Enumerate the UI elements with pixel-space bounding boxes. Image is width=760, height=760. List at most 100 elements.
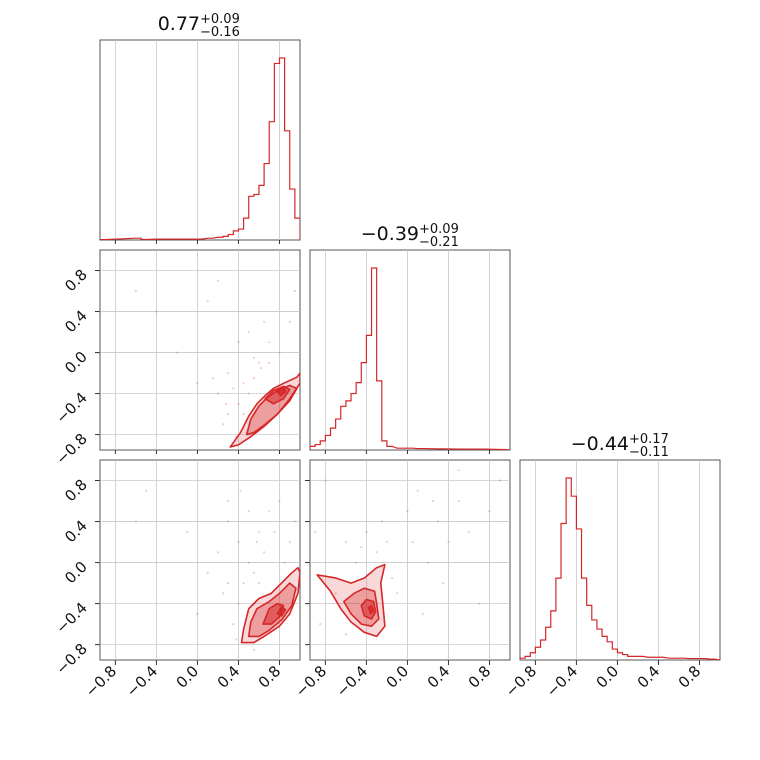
x-tick-label: 0.8 — [465, 662, 495, 692]
x-tick-label: 0.8 — [255, 662, 285, 692]
y-tick-label: 0.8 — [61, 266, 91, 296]
sample-point — [283, 561, 286, 564]
y-tick-label: 0.4 — [61, 307, 91, 337]
sample-point — [263, 551, 266, 554]
grid-lines — [100, 250, 300, 450]
sample-point — [252, 571, 255, 574]
sample-point — [227, 499, 230, 503]
x-tick-label: 0.0 — [593, 662, 623, 692]
x-tick-label: 0.4 — [424, 662, 454, 692]
density-contours — [240, 566, 300, 644]
x-tick-label: 0.0 — [173, 662, 203, 692]
sample-point — [237, 402, 240, 405]
sample-point — [385, 540, 389, 544]
title-plus-p2: +0.17 — [629, 432, 669, 447]
y-tick-label: 0.0 — [61, 558, 91, 588]
sample-point — [478, 602, 481, 605]
sample-point — [206, 571, 209, 574]
sample-point — [232, 623, 235, 626]
density-contour — [262, 602, 285, 625]
density-contour — [316, 563, 386, 638]
title-minus-p2: −0.11 — [629, 445, 669, 460]
sample-point — [421, 612, 424, 615]
sample-point — [227, 581, 230, 585]
panel-frame — [309, 459, 511, 661]
sample-point — [355, 561, 358, 564]
x-tick-label: 0.8 — [675, 662, 705, 692]
grid-lines — [114, 40, 280, 240]
sample-point — [278, 499, 281, 503]
sample-point — [252, 377, 255, 380]
sample-point — [319, 623, 322, 626]
sample-point — [247, 510, 250, 513]
density-contour — [276, 386, 287, 397]
sample-point — [134, 520, 137, 523]
sample-point — [235, 638, 238, 641]
scatter-panel-p0-p1 — [99, 249, 301, 451]
sample-point — [293, 289, 296, 293]
sample-points — [134, 489, 296, 651]
sample-point — [457, 499, 460, 503]
sample-point — [242, 413, 245, 416]
x-tick-label: −0.8 — [292, 662, 330, 700]
title-minus-p1: −0.21 — [419, 235, 459, 250]
sample-point — [247, 392, 250, 395]
histogram-panel-p0: 0.77 +0.09 −0.16 — [99, 12, 301, 241]
grid-lines — [324, 250, 490, 450]
sample-point — [498, 479, 501, 482]
sample-point — [239, 489, 242, 492]
sample-point — [247, 330, 250, 334]
x-tick-label: −0.4 — [123, 662, 161, 700]
sample-point — [252, 356, 255, 359]
density-contours — [316, 563, 386, 638]
sample-point — [467, 530, 471, 533]
sample-point — [196, 382, 199, 385]
sample-point — [242, 382, 245, 385]
sample-point — [288, 320, 291, 323]
x-tick-label: −0.8 — [82, 662, 120, 700]
sample-point — [406, 510, 409, 513]
sample-point — [268, 341, 271, 344]
x-tick-label: 0.0 — [383, 662, 413, 692]
y-tick-label: −0.8 — [52, 430, 90, 468]
sample-point — [227, 413, 230, 416]
sample-point — [442, 581, 445, 585]
panel-frame — [99, 459, 301, 661]
sample-point — [196, 612, 199, 615]
histogram-panel-p1: −0.39 +0.09 −0.21 — [309, 222, 511, 451]
sample-point — [314, 530, 317, 533]
sample-point — [155, 310, 158, 313]
sample-point — [206, 300, 209, 303]
sample-point — [268, 361, 271, 364]
sample-point — [431, 499, 435, 503]
y-tick-label: −0.4 — [52, 389, 90, 427]
grid-lines — [100, 460, 300, 660]
title-value-p2: −0.44 — [571, 433, 629, 455]
sample-point — [278, 351, 281, 354]
histogram-p0 — [100, 57, 300, 240]
x-tick-label: −0.4 — [543, 662, 581, 700]
sample-point — [257, 530, 261, 533]
x-tick-label: −0.8 — [502, 662, 540, 700]
sample-point — [390, 576, 394, 580]
density-contour — [367, 604, 375, 615]
sample-point — [216, 551, 220, 554]
title-value-p1: −0.39 — [361, 223, 419, 245]
grid-lines — [534, 460, 700, 660]
title-value-p0: 0.77 — [158, 13, 200, 35]
sample-point — [257, 581, 261, 585]
y-tick-label: 0.0 — [61, 348, 91, 378]
x-tick-label: 0.4 — [634, 662, 664, 692]
sample-point — [360, 546, 363, 549]
sample-point — [488, 510, 491, 513]
sample-point — [288, 540, 291, 544]
sample-point — [344, 633, 347, 636]
sample-point — [247, 561, 250, 564]
sample-point — [237, 602, 240, 605]
sample-point — [259, 366, 263, 370]
sample-point — [216, 392, 220, 395]
title-minus-p0: −0.16 — [200, 25, 240, 40]
sample-point — [225, 402, 228, 405]
sample-point — [416, 489, 419, 492]
sample-point — [232, 387, 235, 390]
